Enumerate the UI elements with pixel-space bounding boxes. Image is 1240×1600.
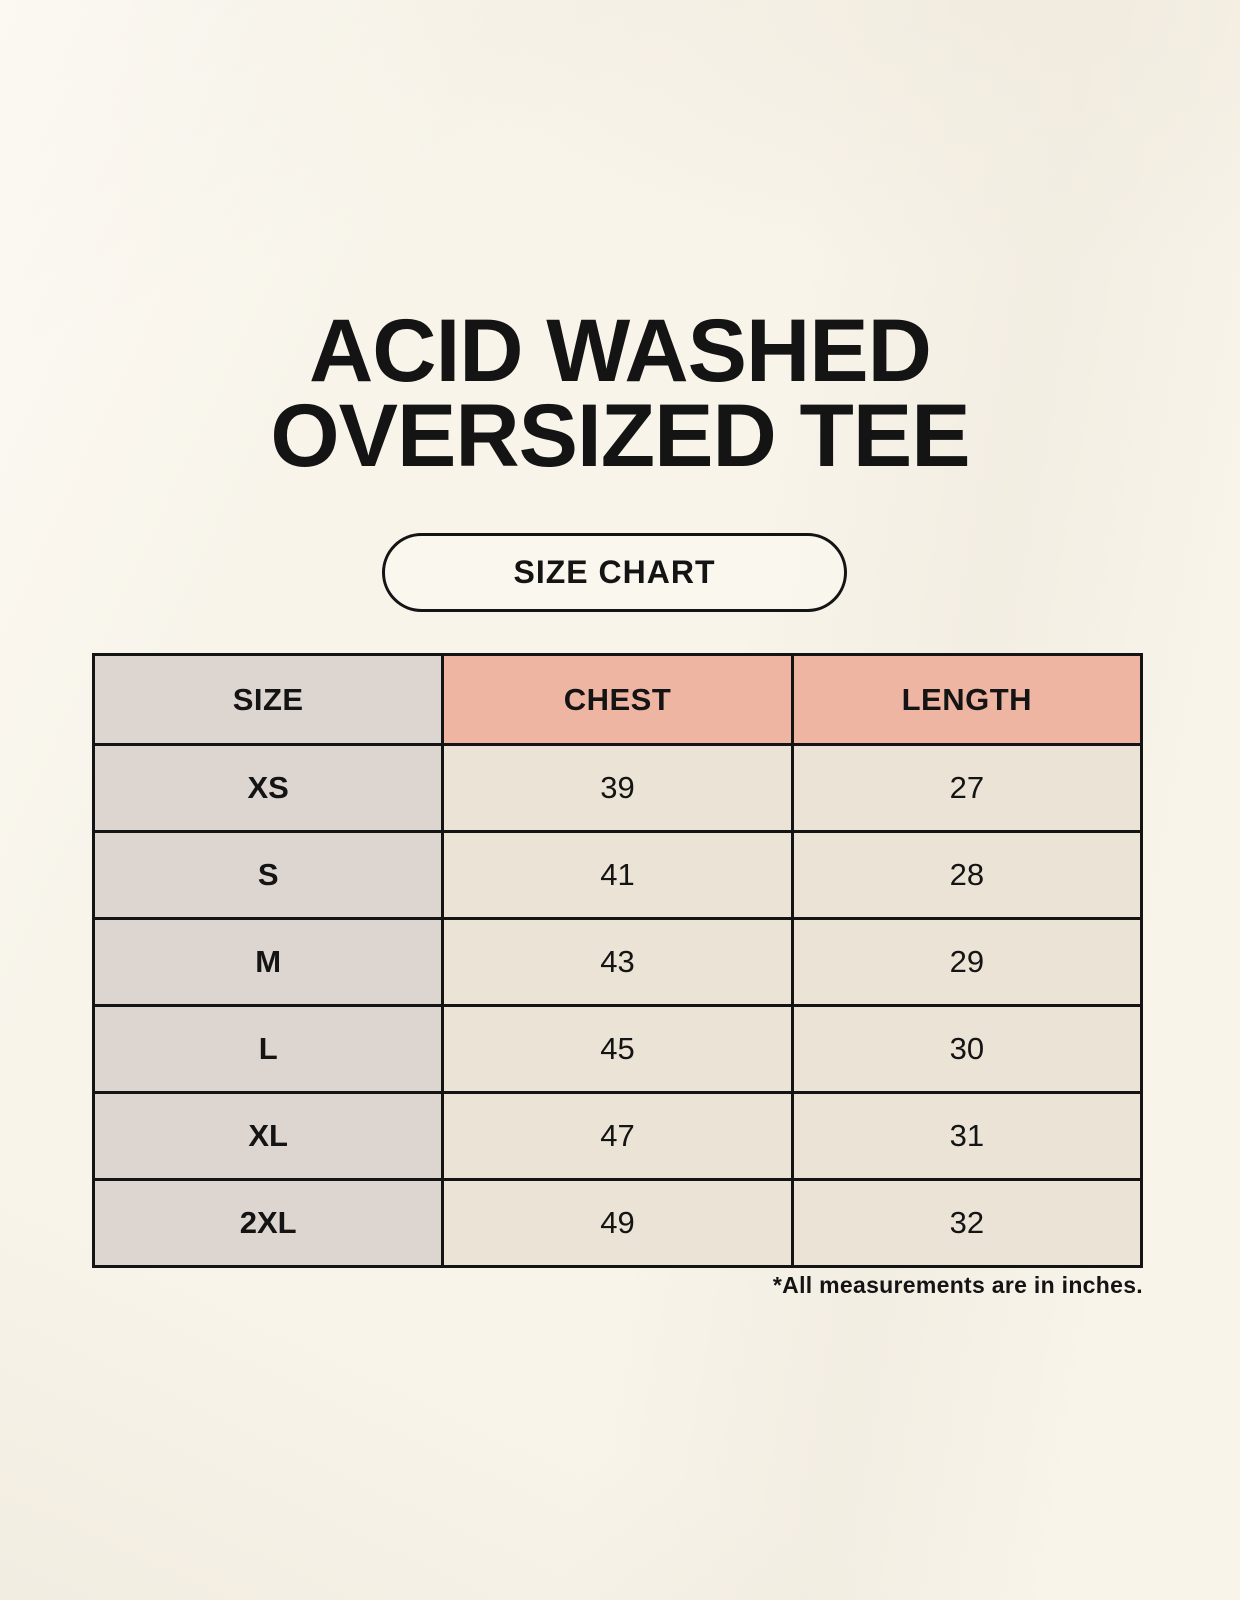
length-cell: 28 — [790, 830, 1144, 920]
page-title-line-2: OVERSIZED TEE — [270, 385, 970, 485]
length-cell: 31 — [790, 1091, 1144, 1181]
size-cell: L — [91, 1004, 445, 1094]
length-cell: 27 — [790, 743, 1144, 833]
chest-cell: 43 — [441, 917, 794, 1007]
size-chart-badge[interactable]: SIZE CHART — [382, 533, 847, 612]
chest-cell: 45 — [441, 1004, 794, 1094]
column-header-chest: CHEST — [441, 653, 794, 746]
table-header-row: SIZE CHEST LENGTH — [91, 653, 1144, 746]
table-row: XS 39 27 — [91, 743, 1144, 833]
table-row: 2XL 49 32 — [91, 1178, 1144, 1268]
size-cell: XL — [91, 1091, 445, 1181]
measurements-footnote: *All measurements are in inches. — [772, 1272, 1143, 1298]
size-cell: 2XL — [91, 1178, 445, 1268]
size-cell: M — [91, 917, 445, 1007]
column-header-length: LENGTH — [790, 653, 1144, 746]
chest-cell: 49 — [441, 1178, 794, 1268]
size-cell: XS — [91, 743, 445, 833]
size-chart-badge-label: SIZE CHART — [513, 554, 716, 590]
page-title: ACID WASHED OVERSIZED TEE — [0, 306, 1240, 480]
length-cell: 30 — [790, 1004, 1144, 1094]
length-cell: 29 — [790, 917, 1144, 1007]
column-header-size: SIZE — [91, 653, 445, 746]
size-cell: S — [91, 830, 445, 920]
chest-cell: 41 — [441, 830, 794, 920]
page-title-line-1: ACID WASHED — [309, 300, 932, 400]
size-table: SIZE CHEST LENGTH XS 39 27 S 41 28 M 43 … — [91, 653, 1144, 1268]
length-cell: 32 — [790, 1178, 1144, 1268]
table-row: S 41 28 — [91, 830, 1144, 920]
table-row: XL 47 31 — [91, 1091, 1144, 1181]
chest-cell: 39 — [441, 743, 794, 833]
chest-cell: 47 — [441, 1091, 794, 1181]
table-row: L 45 30 — [91, 1004, 1144, 1094]
table-row: M 43 29 — [91, 917, 1144, 1007]
